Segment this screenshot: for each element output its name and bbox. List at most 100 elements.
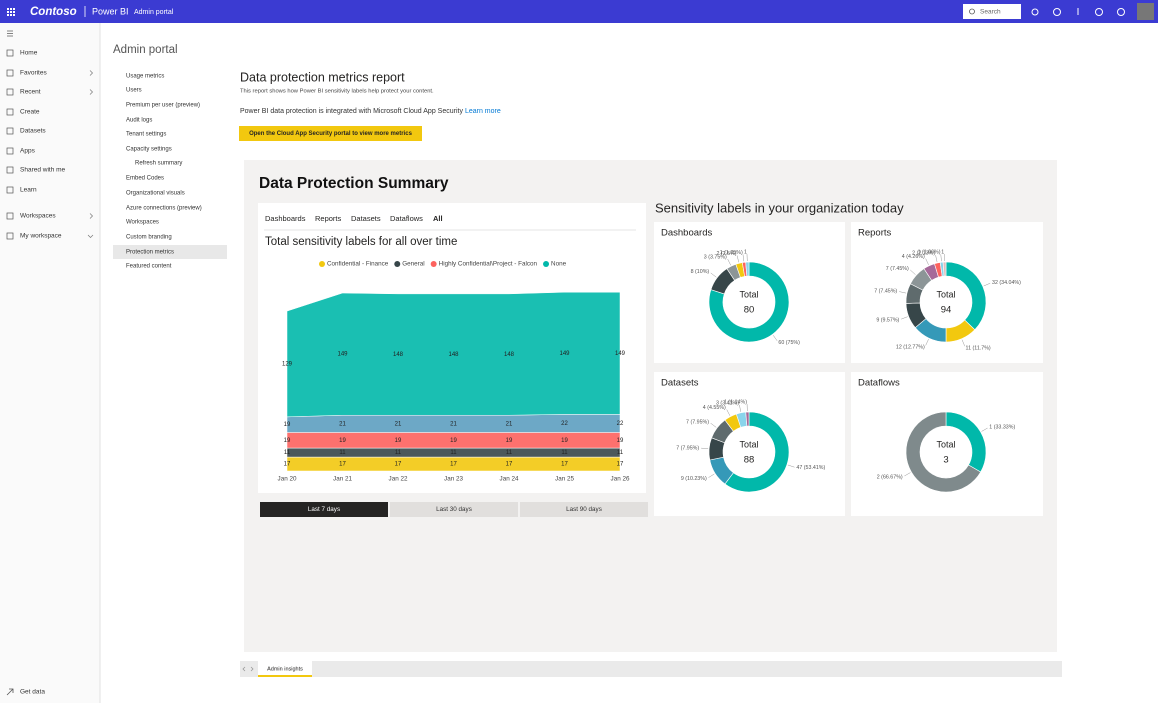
learn-more-link[interactable]: Learn more: [465, 108, 501, 115]
page-tab[interactable]: [258, 661, 312, 677]
data-label: 19: [339, 438, 346, 444]
admin-menu-item[interactable]: Workspaces: [126, 220, 159, 226]
search-icon: [969, 8, 975, 15]
admin-menu-item[interactable]: Audit logs: [126, 118, 152, 124]
donut-label: 1: [744, 249, 747, 255]
search-placeholder: Search: [980, 9, 1001, 16]
donut-label: 3 (3.41%): [716, 400, 739, 406]
nav-icon: [6, 212, 14, 220]
nav-footer[interactable]: Get data: [20, 689, 45, 696]
page-title: Admin portal: [113, 44, 178, 56]
data-label: 11: [450, 450, 457, 456]
tab-arrows[interactable]: [242, 666, 254, 672]
data-label: 21: [450, 421, 457, 427]
filter-tab[interactable]: Reports: [315, 214, 342, 223]
nav-icon: [6, 232, 14, 240]
data-label: 149: [337, 352, 348, 358]
donut-label: 9 (10.23%): [681, 476, 707, 482]
admin-menu-item[interactable]: Capacity settings: [126, 147, 172, 153]
admin-menu-item[interactable]: Organizational visuals: [126, 191, 185, 197]
page-tab-indicator: [258, 675, 312, 677]
x-tick-label: Jan 22: [389, 476, 408, 483]
range-button[interactable]: [520, 502, 648, 517]
app-launcher[interactable]: [7, 8, 15, 16]
nav-item[interactable]: Apps: [20, 148, 36, 155]
nav-icon: [6, 127, 14, 135]
nav-item[interactable]: Create: [20, 109, 40, 116]
page-tab-label[interactable]: Admin insights: [267, 666, 303, 672]
donut-label: 12 (12.77%): [896, 345, 925, 351]
leader-line: [904, 472, 911, 477]
filter-tab[interactable]: All: [433, 214, 443, 223]
range-label: Last 30 days: [436, 506, 472, 513]
data-label: 11: [339, 450, 346, 456]
total-label: Total: [739, 289, 758, 299]
x-tick-label: Jan 23: [444, 476, 463, 483]
admin-menu-item[interactable]: Embed Codes: [126, 176, 164, 182]
filter-tab[interactable]: Dataflows: [390, 214, 423, 223]
data-label: 11: [617, 450, 624, 456]
admin-menu-item[interactable]: Users: [126, 88, 142, 94]
data-label: 19: [395, 438, 402, 444]
data-label: 21: [506, 421, 513, 427]
nav-item[interactable]: Learn: [20, 187, 37, 194]
total-label: Total: [936, 289, 955, 299]
donut-label: 1 (1.14%): [724, 399, 747, 405]
nav-item[interactable]: Workspaces: [20, 213, 56, 220]
admin-menu-item[interactable]: Usage metrics: [126, 74, 164, 80]
legend-label: Confidential - Finance: [327, 261, 389, 268]
leader-line: [708, 473, 715, 478]
data-label: 148: [448, 352, 459, 358]
x-tick-label: Jan 20: [278, 476, 297, 483]
nav-item[interactable]: Datasets: [20, 128, 46, 135]
card-title: Reports: [858, 228, 892, 239]
nav-item[interactable]: Shared with me: [20, 167, 66, 174]
range-button[interactable]: [260, 502, 388, 517]
donut-label: 7 (7.45%): [874, 289, 897, 295]
total-value: 3: [943, 455, 948, 466]
admin-menu-item[interactable]: Protection metrics: [126, 250, 174, 256]
nav-item[interactable]: Recent: [20, 89, 41, 96]
nav-icon: [6, 147, 14, 155]
admin-menu-item[interactable]: Tenant settings: [126, 132, 166, 138]
left-nav: [0, 23, 100, 703]
admin-menu-item[interactable]: Azure connections (preview): [126, 206, 202, 212]
button[interactable]: [239, 126, 422, 141]
nav-item[interactable]: Home: [20, 50, 38, 57]
avatar[interactable]: [1137, 3, 1154, 20]
filter-tab[interactable]: Dashboards: [265, 214, 306, 223]
data-label: 22: [617, 421, 624, 427]
total-value: 80: [744, 305, 755, 316]
donut-label: 3 (3.75%): [704, 255, 727, 261]
search-box[interactable]: [963, 4, 1021, 19]
data-label: 17: [506, 462, 513, 468]
data-label: 149: [615, 351, 626, 357]
range-button[interactable]: [390, 502, 518, 517]
admin-menu-item[interactable]: Refresh summary: [135, 161, 182, 167]
leader-line: [727, 258, 731, 266]
data-label: 148: [393, 352, 404, 358]
nav-item[interactable]: My workspace: [20, 233, 62, 240]
leader-line: [739, 404, 742, 412]
x-tick-label: Jan 26: [611, 476, 630, 483]
report-title: Data protection metrics report: [240, 70, 405, 84]
hamburger[interactable]: [7, 30, 13, 37]
header-icons[interactable]: [1031, 8, 1125, 16]
admin-menu-item[interactable]: Featured content: [126, 264, 172, 270]
donut-segment: [905, 411, 982, 493]
admin-menu-item[interactable]: Custom branding: [126, 235, 172, 241]
leader-line: [925, 258, 929, 265]
leader-line: [935, 255, 938, 263]
filter-tab[interactable]: Datasets: [351, 214, 381, 223]
data-label: 19: [450, 438, 457, 444]
donut-label: 2 (66.67%): [877, 474, 903, 480]
nav-item[interactable]: Favorites: [20, 70, 47, 77]
chart-title: Total sensitivity labels for all over ti…: [265, 236, 457, 248]
brand[interactable]: Contoso: [30, 6, 77, 18]
leader-line: [710, 422, 717, 428]
nav-icon: [6, 166, 14, 174]
breadcrumb[interactable]: Admin portal: [134, 9, 174, 16]
donut-segment: [745, 261, 750, 277]
data-label: 148: [504, 352, 515, 358]
admin-menu-item[interactable]: Premium per user (preview): [126, 103, 200, 109]
